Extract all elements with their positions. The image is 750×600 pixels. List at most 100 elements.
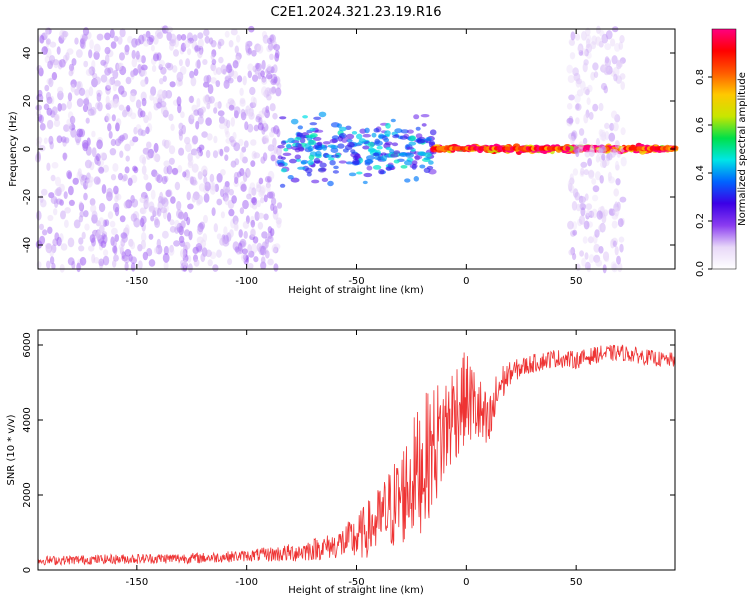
heatmap-cell-1 — [385, 147, 392, 151]
heatmap-cell-0 — [100, 59, 107, 66]
heatmap-cell-3 — [568, 94, 575, 101]
heatmap-cell-0 — [267, 258, 274, 266]
heatmap-cell-0 — [51, 162, 59, 169]
heatmap-cell-0 — [242, 75, 247, 86]
heatmap-cell-1 — [419, 164, 426, 169]
heatmap-cell-0 — [180, 42, 187, 52]
heatmap-cell-0 — [225, 130, 230, 138]
heatmap-cell-1 — [391, 142, 399, 147]
heatmap-cell-1 — [406, 129, 414, 134]
heatmap-cell-0 — [101, 184, 107, 194]
heatmap-cell-0 — [156, 238, 161, 249]
heatmap-cell-0 — [139, 110, 146, 118]
heatmap-cell-0 — [62, 152, 67, 162]
heatmap-cell-0 — [124, 224, 130, 235]
heatmap-cell-0 — [44, 27, 50, 37]
heatmap-cell-0 — [39, 123, 46, 131]
heatmap-cell-0 — [248, 112, 255, 120]
heatmap-cell-0 — [177, 103, 182, 114]
heatmap-cell-3 — [612, 240, 617, 248]
heatmap-cell-0 — [139, 154, 146, 164]
heatmap-cell-3 — [612, 122, 619, 132]
heatmap-cell-3 — [587, 158, 592, 167]
heatmap-cell-1 — [420, 114, 430, 118]
heatmap-cell-0 — [160, 66, 167, 75]
heatmap-cell-0 — [210, 63, 216, 72]
heatmap-cell-3 — [575, 203, 582, 212]
heatmap-cell-3 — [599, 161, 606, 168]
heatmap-cell-1 — [405, 152, 414, 158]
heatmap-cell-0 — [83, 60, 89, 68]
heatmap-cell-0 — [205, 149, 211, 159]
heatmap-cell-1 — [357, 141, 363, 145]
heatmap-cell-1 — [333, 165, 339, 170]
heatmap-cell-0 — [41, 46, 48, 55]
heatmap-cell-1 — [406, 146, 414, 150]
heatmap-cell-1 — [282, 152, 292, 156]
heatmap-cell-1 — [279, 183, 286, 188]
heatmap-cell-1 — [331, 154, 340, 158]
heatmap-cell-3 — [569, 173, 574, 181]
heatmap-cell-0 — [151, 65, 157, 72]
heatmap-cell-3 — [614, 114, 621, 123]
heatmap-cell-0 — [108, 131, 113, 139]
heatmap-cell-2 — [582, 145, 590, 150]
heatmap-cell-0 — [73, 219, 81, 229]
heatmap-cell-1 — [345, 125, 352, 130]
heatmap-cell-0 — [66, 100, 72, 110]
heatmap-cell-1 — [307, 139, 316, 146]
heatmap-cell-0 — [165, 189, 172, 198]
heatmap-cell-0 — [91, 147, 97, 158]
heatmap-cell-0 — [70, 83, 76, 93]
heatmap-cell-3 — [601, 223, 606, 233]
heatmap-cell-0 — [246, 193, 252, 200]
spectrogram-x-tick-label: 50 — [570, 276, 583, 287]
heatmap-cell-0 — [122, 174, 128, 182]
heatmap-cell-3 — [570, 135, 575, 145]
heatmap-cell-1 — [411, 164, 417, 170]
heatmap-cell-0 — [124, 166, 130, 174]
heatmap-cell-3 — [583, 86, 590, 95]
heatmap-cell-3 — [572, 188, 579, 198]
heatmap-cell-0 — [85, 179, 93, 188]
heatmap-cell-0 — [98, 217, 105, 227]
heatmap-cell-3 — [594, 229, 600, 238]
heatmap-cell-3 — [598, 246, 604, 254]
heatmap-cell-0 — [216, 198, 223, 206]
heatmap-cell-3 — [588, 169, 595, 179]
snr-y-tick-label: 6000 — [22, 332, 33, 357]
heatmap-cell-1 — [400, 129, 409, 134]
heatmap-cell-0 — [88, 86, 94, 97]
heatmap-cell-0 — [93, 176, 101, 185]
heatmap-cell-0 — [169, 81, 176, 88]
heatmap-cell-3 — [593, 254, 601, 263]
heatmap-cell-0 — [107, 123, 112, 132]
spectrogram-y-tick-label: -40 — [22, 237, 33, 253]
heatmap-cell-0 — [100, 74, 108, 83]
heatmap-cell-1 — [393, 150, 401, 155]
heatmap-cell-0 — [110, 41, 117, 49]
heatmap-cell-1 — [280, 156, 286, 160]
heatmap-cell-0 — [228, 40, 234, 48]
heatmap-cell-3 — [582, 236, 588, 244]
heatmap-cell-0 — [135, 50, 140, 60]
heatmap-cell-1 — [352, 155, 358, 161]
heatmap-cell-0 — [241, 146, 247, 153]
heatmap-carrier-cell — [565, 146, 571, 151]
heatmap-cell-0 — [141, 232, 147, 242]
heatmap-cell-0 — [232, 131, 237, 141]
heatmap-cell-1 — [297, 143, 303, 149]
heatmap-cell-0 — [188, 157, 194, 167]
heatmap-cell-0 — [165, 139, 172, 148]
heatmap-cell-0 — [119, 150, 124, 158]
heatmap-cell-0 — [245, 41, 250, 49]
heatmap-cell-0 — [238, 229, 243, 238]
spectrogram-x-tick-label: -50 — [348, 276, 364, 287]
heatmap-cell-0 — [119, 28, 126, 38]
heatmap-cell-0 — [45, 38, 51, 45]
heatmap-cell-0 — [259, 186, 265, 196]
heatmap-cell-3 — [595, 138, 600, 147]
heatmap-cell-0 — [85, 68, 93, 77]
heatmap-cell-3 — [601, 153, 606, 161]
heatmap-cell-0 — [131, 38, 138, 48]
